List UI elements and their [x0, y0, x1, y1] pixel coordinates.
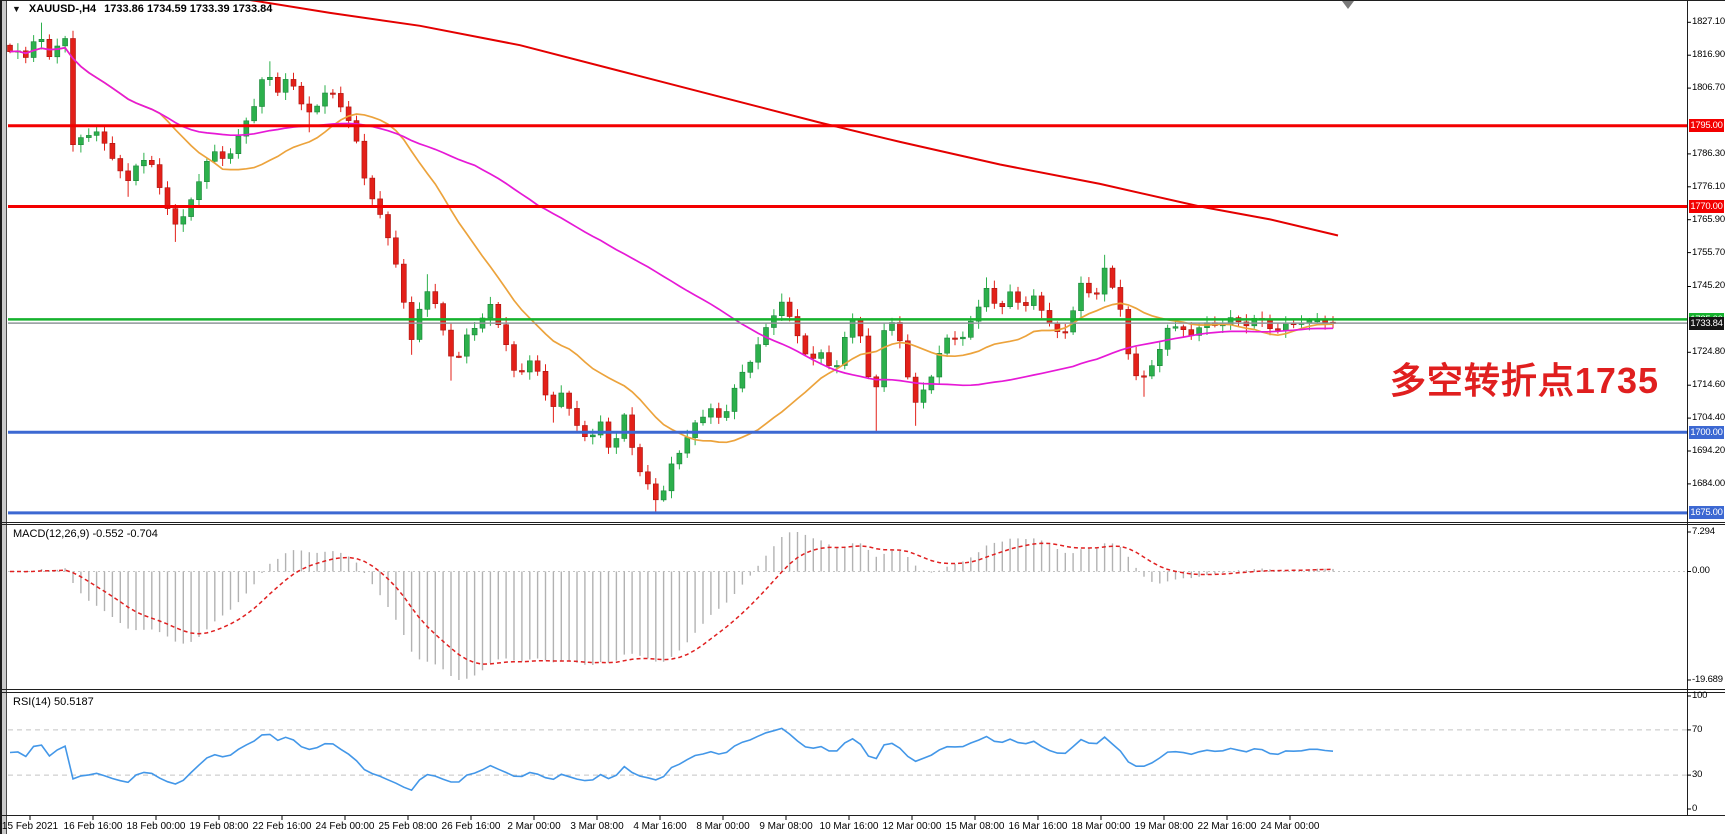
- price-tick-label: 1827.10: [1692, 16, 1725, 27]
- time-tick-label: 10 Mar 16:00: [819, 821, 879, 832]
- macd-panel-canvas[interactable]: [0, 523, 1725, 691]
- macd-histogram: [17, 532, 1334, 680]
- chart-title: ▼ XAUUSD-,H4 1733.86 1734.59 1733.39 173…: [12, 3, 272, 15]
- time-tick-label: 3 Mar 08:00: [570, 821, 624, 832]
- time-tick-label: 22 Feb 16:00: [252, 821, 312, 832]
- symbol-dropdown-icon[interactable]: ▼: [12, 4, 21, 14]
- time-tick-label: 2 Mar 00:00: [507, 821, 561, 832]
- macd-axis-label: -19.689: [1692, 674, 1723, 685]
- time-tick-label: 4 Mar 16:00: [633, 821, 687, 832]
- price-tick-label: 1776.10: [1692, 181, 1725, 192]
- price-tick-label: 1714.60: [1692, 379, 1725, 390]
- time-tick-label: 18 Mar 00:00: [1071, 821, 1131, 832]
- time-axis[interactable]: 15 Feb 2021 16 Feb 16:00 18 Feb 00:00 19 Fe…: [0, 816, 1725, 834]
- macd-axis-label: 7.294: [1692, 526, 1715, 537]
- price-tick-label: 1704.40: [1692, 412, 1725, 423]
- time-tick-label: 22 Mar 16:00: [1197, 821, 1257, 832]
- ma-long-red-line: [249, 0, 1339, 237]
- rsi-line: [9, 727, 1334, 792]
- price-tag-1795.00: 1795.00: [1689, 119, 1724, 132]
- price-tick-label: 1694.20: [1692, 445, 1725, 456]
- time-tick-label: 26 Feb 16:00: [441, 821, 501, 832]
- price-tick-label: 1765.90: [1692, 214, 1725, 225]
- symbol-timeframe-label: XAUUSD-,H4: [28, 3, 97, 15]
- time-tick-label: 12 Mar 00:00: [882, 821, 942, 832]
- window-left-edge: [0, 0, 7, 834]
- rsi-indicator-label: RSI(14) 50.5187: [13, 696, 94, 708]
- time-tick-label: 16 Mar 16:00: [1008, 821, 1068, 832]
- price-tick-label: 1806.70: [1692, 82, 1725, 93]
- price-tag-1770.00: 1770.00: [1689, 200, 1724, 213]
- macd-indicator-label: MACD(12,26,9) -0.552 -0.704: [13, 528, 158, 540]
- price-tick-label: 1786.30: [1692, 148, 1725, 159]
- price-tick-label: 1745.20: [1692, 280, 1725, 291]
- macd-signal-line: [10, 542, 1334, 665]
- time-tick-label: 24 Feb 00:00: [315, 821, 375, 832]
- time-tick-label: 8 Mar 00:00: [696, 821, 750, 832]
- time-tick-label: 18 Feb 00:00: [126, 821, 186, 832]
- rsi-axis-label: 30: [1692, 769, 1703, 780]
- time-tick-label: 9 Mar 08:00: [759, 821, 813, 832]
- candles: [7, 22, 1336, 513]
- price-tick-label: 1724.80: [1692, 346, 1725, 357]
- time-tick-label: 15 Feb 2021: [1, 821, 59, 832]
- time-tick-label: 24 Mar 00:00: [1260, 821, 1320, 832]
- rsi-panel-canvas[interactable]: [0, 691, 1725, 816]
- time-tick-label: 16 Feb 16:00: [63, 821, 123, 832]
- macd-axis-label: 0.00: [1692, 565, 1710, 576]
- price-tag-1675.00: 1675.00: [1689, 506, 1724, 519]
- time-tick-label: 19 Feb 08:00: [189, 821, 249, 832]
- time-tick-label: 15 Mar 08:00: [945, 821, 1005, 832]
- price-tag-1733.84: 1733.84: [1689, 317, 1724, 330]
- price-chart-canvas[interactable]: [0, 0, 1725, 523]
- price-tick-label: 1684.00: [1692, 478, 1725, 489]
- price-axis[interactable]: 1827.10 1816.90 1806.70 1786.30 1776.10 1765.…: [1687, 0, 1725, 816]
- rsi-axis-label: 100: [1692, 690, 1708, 701]
- rsi-axis-label: 70: [1692, 724, 1703, 735]
- chart-shift-marker-icon[interactable]: [1342, 1, 1354, 9]
- price-tick-label: 1816.90: [1692, 49, 1725, 60]
- ma-fast-orange-line: [9, 46, 1334, 444]
- price-tag-1700.00: 1700.00: [1689, 426, 1724, 439]
- chinese-annotation-text: 多空转折点1735: [1389, 360, 1659, 401]
- time-tick-label: 19 Mar 08:00: [1134, 821, 1194, 832]
- ohlc-readout: 1733.86 1734.59 1733.39 1733.84: [104, 3, 273, 15]
- price-tick-label: 1755.70: [1692, 247, 1725, 258]
- time-tick-label: 25 Feb 08:00: [378, 821, 438, 832]
- rsi-axis-label: 0: [1692, 803, 1698, 814]
- ma-slow-magenta-line: [9, 46, 1334, 387]
